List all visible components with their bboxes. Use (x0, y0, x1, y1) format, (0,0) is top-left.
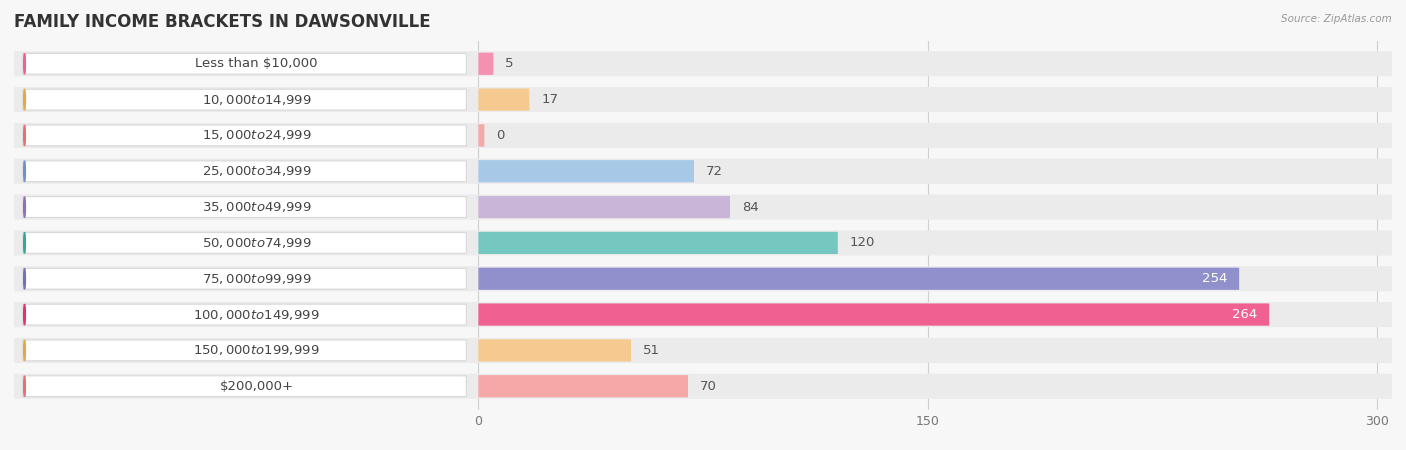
FancyBboxPatch shape (22, 376, 467, 396)
Text: 51: 51 (643, 344, 659, 357)
Text: $10,000 to $14,999: $10,000 to $14,999 (202, 93, 312, 107)
Text: 84: 84 (742, 201, 759, 214)
Text: 264: 264 (1232, 308, 1257, 321)
FancyBboxPatch shape (14, 194, 1392, 220)
FancyBboxPatch shape (14, 374, 1392, 399)
Text: FAMILY INCOME BRACKETS IN DAWSONVILLE: FAMILY INCOME BRACKETS IN DAWSONVILLE (14, 13, 430, 31)
Circle shape (24, 125, 25, 146)
FancyBboxPatch shape (22, 268, 467, 289)
Circle shape (24, 340, 25, 361)
FancyBboxPatch shape (22, 233, 467, 253)
Circle shape (24, 304, 25, 325)
Text: 17: 17 (541, 93, 558, 106)
Text: $15,000 to $24,999: $15,000 to $24,999 (202, 128, 312, 143)
Text: 5: 5 (505, 57, 513, 70)
FancyBboxPatch shape (478, 339, 631, 361)
FancyBboxPatch shape (478, 303, 1270, 326)
Text: Less than $10,000: Less than $10,000 (195, 57, 318, 70)
FancyBboxPatch shape (22, 197, 467, 217)
FancyBboxPatch shape (14, 123, 1392, 148)
FancyBboxPatch shape (478, 160, 695, 182)
Text: $150,000 to $199,999: $150,000 to $199,999 (194, 343, 321, 357)
Text: 70: 70 (700, 380, 717, 393)
FancyBboxPatch shape (478, 232, 838, 254)
FancyBboxPatch shape (478, 196, 730, 218)
Circle shape (24, 376, 25, 396)
FancyBboxPatch shape (22, 89, 467, 110)
Text: $200,000+: $200,000+ (219, 380, 294, 393)
Circle shape (24, 54, 25, 74)
Text: $35,000 to $49,999: $35,000 to $49,999 (202, 200, 312, 214)
Circle shape (24, 233, 25, 253)
Circle shape (24, 89, 25, 110)
FancyBboxPatch shape (22, 125, 467, 146)
FancyBboxPatch shape (22, 161, 467, 182)
Text: $100,000 to $149,999: $100,000 to $149,999 (194, 307, 321, 322)
FancyBboxPatch shape (14, 159, 1392, 184)
Text: 120: 120 (849, 236, 875, 249)
Text: 254: 254 (1202, 272, 1227, 285)
FancyBboxPatch shape (14, 87, 1392, 112)
FancyBboxPatch shape (14, 51, 1392, 76)
FancyBboxPatch shape (22, 304, 467, 325)
Text: 72: 72 (706, 165, 723, 178)
FancyBboxPatch shape (22, 54, 467, 74)
FancyBboxPatch shape (22, 340, 467, 361)
FancyBboxPatch shape (14, 338, 1392, 363)
Text: $25,000 to $34,999: $25,000 to $34,999 (202, 164, 312, 178)
FancyBboxPatch shape (478, 124, 484, 147)
FancyBboxPatch shape (14, 230, 1392, 256)
Circle shape (24, 161, 25, 182)
Text: 0: 0 (496, 129, 505, 142)
FancyBboxPatch shape (478, 53, 494, 75)
Circle shape (24, 268, 25, 289)
FancyBboxPatch shape (478, 375, 688, 397)
Text: $75,000 to $99,999: $75,000 to $99,999 (202, 272, 312, 286)
FancyBboxPatch shape (14, 266, 1392, 291)
Text: $50,000 to $74,999: $50,000 to $74,999 (202, 236, 312, 250)
FancyBboxPatch shape (478, 89, 529, 111)
FancyBboxPatch shape (478, 268, 1239, 290)
FancyBboxPatch shape (14, 302, 1392, 327)
Text: Source: ZipAtlas.com: Source: ZipAtlas.com (1281, 14, 1392, 23)
Circle shape (24, 197, 25, 217)
